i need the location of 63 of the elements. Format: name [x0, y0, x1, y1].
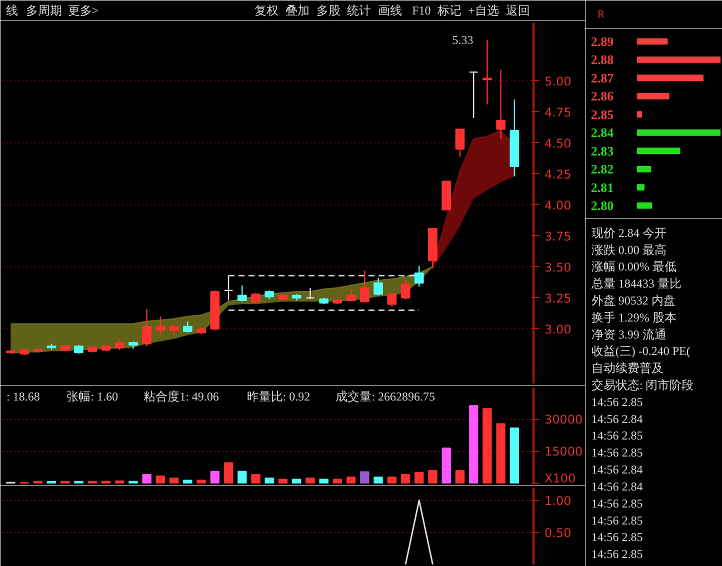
y-tick-label: 2.85 [590, 106, 614, 122]
y-tick-label: 15000 [544, 444, 583, 458]
y-tick-label: 2.82 [590, 162, 614, 177]
text: 复权 [254, 4, 279, 18]
y-tick-label: 3.00 [544, 322, 572, 336]
text: 外盘 90532 内盘 [591, 294, 676, 308]
y-tick-label: 4.00 [544, 198, 572, 212]
text: 多股 [316, 4, 340, 18]
y-tick-label: 2.80 [590, 198, 614, 214]
text: 更多> [68, 4, 99, 18]
annotation: 张幅: 1.60 [66, 390, 118, 404]
text: 现价 2.84 今开 [591, 226, 666, 240]
y-tick-label: 3.50 [544, 260, 572, 274]
y-tick-label: 5.00 [544, 74, 572, 88]
text: 14:56 2.85 [591, 547, 643, 562]
y-tick-label: 4.25 [544, 167, 572, 182]
text: 14:56 2.85 [591, 446, 643, 460]
text: 统计 [347, 4, 372, 18]
text: 叠加 [285, 4, 310, 18]
annotation: 粘合度1: 49.06 [144, 390, 219, 404]
y-tick-label: 2.86 [590, 88, 614, 104]
annotation: 昨量比: 0.92 [246, 390, 310, 404]
text: R [597, 8, 606, 20]
text: 总量 184433 量比 [590, 276, 682, 291]
text: F10 [412, 4, 431, 18]
text: 涨跌 0.00 最高 [591, 242, 666, 257]
y-tick-label: 3.75 [544, 229, 572, 244]
text: 14:56 2.85 [591, 428, 643, 443]
text: 线 [6, 4, 18, 18]
text: 交易状态: 闭市阶段 [591, 378, 694, 392]
text: 净资 3.99 流通 [591, 327, 666, 342]
y-tick-label: 2.81 [590, 180, 614, 195]
text: 14:56 2.84 [591, 412, 643, 426]
text: 14:56 2.85 [591, 513, 643, 528]
text: 自动续费普及 [591, 361, 664, 376]
y-tick-label: X100 [544, 472, 576, 486]
y-tick-label: 0.50 [544, 526, 572, 540]
y-tick-label: 2.83 [590, 143, 614, 158]
text: 多周期 [26, 4, 62, 18]
text: 涨幅 0.00% 最低 [591, 260, 676, 274]
text: 返回 [506, 4, 530, 18]
text: 14:56 2.85 [591, 530, 643, 544]
text: 画线 [378, 4, 402, 18]
y-tick-label: 1.00 [544, 494, 572, 508]
text: 收益(三) -0.240 PE( [591, 344, 690, 358]
text: 14:56 2.84 [591, 462, 643, 477]
text: 换手 1.29% 股本 [591, 310, 676, 324]
y-tick-label: 2.84 [590, 125, 614, 140]
annotation: 成交量: 2662896.75 [336, 390, 435, 404]
annotation: : 18.68 [6, 390, 40, 404]
text: 14:56 2.85 [591, 496, 643, 510]
y-tick-label: 3.25 [544, 291, 572, 306]
text: 14:56 2.85 [591, 394, 643, 409]
y-tick-label: 4.50 [544, 136, 572, 150]
text: 标记 [436, 4, 462, 18]
y-tick-label: 2.87 [590, 70, 614, 86]
y-tick-label: 2.89 [590, 34, 614, 49]
text: +自选 [468, 4, 500, 18]
text: 14:56 2.84 [591, 479, 643, 494]
y-tick-label: 30000 [544, 412, 583, 426]
y-tick-label: 4.75 [544, 105, 572, 120]
annotation: 5.33 [452, 32, 474, 47]
y-tick-label: 2.88 [590, 52, 614, 68]
